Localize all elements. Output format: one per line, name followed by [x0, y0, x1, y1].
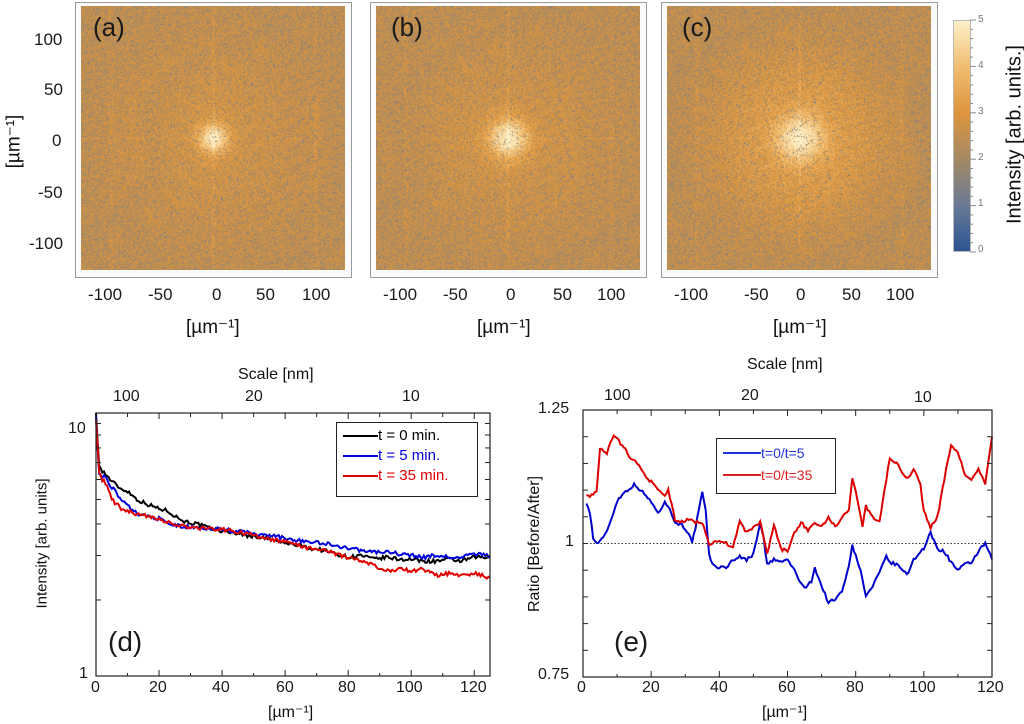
heatmap-b	[376, 6, 640, 270]
colorbar-tick-2: 2	[978, 152, 984, 163]
legend-swatch-black	[343, 434, 378, 437]
heatmap-a	[81, 6, 345, 270]
legend-label: t=0/t=35	[761, 467, 813, 483]
heatmap-x-tick: -50	[744, 285, 769, 304]
panel-label-a: (a)	[93, 12, 125, 42]
chart-e-legend: t=0/t=5 t=0/t=35	[716, 438, 836, 494]
colorbar-tick-3: 3	[978, 106, 984, 117]
chart-e-panel-label: (e)	[614, 626, 649, 657]
heatmap-y-tick: 50	[44, 80, 63, 99]
legend-swatch-blue	[343, 454, 378, 457]
chart-e-y-tick-1.25: 1.25	[538, 400, 570, 417]
chart-d-top-tick-10: 10	[402, 388, 420, 405]
chart-e-x-tick: 120	[977, 679, 1004, 696]
heatmap-x-tick: -100	[383, 285, 418, 304]
heatmap-x-tick: -100	[88, 285, 123, 304]
colorbar-label: Intensity [arb. units.]	[1003, 45, 1024, 224]
heatmap-x-tick: 100	[302, 285, 331, 304]
chart-e-top-tick-100: 100	[604, 387, 631, 404]
heatmap-y-tick: 100	[34, 30, 63, 49]
heatmap-x-tick: -100	[674, 285, 709, 304]
chart-e-x-tick: 40	[710, 679, 728, 696]
colorbar-gradient	[953, 20, 971, 252]
heatmap-x-tick: -50	[148, 285, 173, 304]
chart-d-top-axis-title: Scale [nm]	[238, 366, 314, 383]
heatmap-x-tick: 50	[842, 285, 861, 304]
heatmap-c-x-axis-label: [µm⁻¹]	[773, 317, 827, 338]
heatmap-x-tick: 50	[553, 285, 572, 304]
heatmap-x-tick: 100	[597, 285, 626, 304]
legend-item-ratio-5: t=0/t=5	[723, 445, 805, 461]
heatmap-y-tick: -100	[29, 234, 64, 253]
chart-d-x-tick: 80	[338, 679, 356, 696]
chart-e-y-axis-label: Ratio [Before/After]	[526, 475, 543, 613]
colorbar-tick-5: 5	[978, 14, 984, 25]
chart-d-y-axis-label: Intensity [arb. units]	[33, 478, 51, 609]
legend-label: t=0/t=5	[761, 445, 805, 461]
chart-d-x-tick: 0	[91, 679, 100, 696]
heatmap-y-axis-label: [µm⁻¹]	[3, 114, 25, 169]
chart-d-top-tick-100: 100	[113, 388, 140, 405]
chart-e-x-tick: 0	[577, 679, 586, 696]
heatmap-a-x-axis-label: [µm⁻¹]	[186, 317, 240, 338]
legend-swatch-red	[343, 474, 378, 477]
chart-e-x-tick: 20	[642, 679, 660, 696]
heatmap-y-tick: -50	[38, 183, 63, 202]
heatmap-x-tick: 0	[212, 285, 222, 304]
chart-e-x-tick: 100	[909, 679, 936, 696]
chart-e-x-tick: 80	[846, 679, 864, 696]
colorbar-tick-1: 1	[978, 198, 984, 209]
legend-label: t = 5 min.	[378, 447, 441, 464]
heatmap-x-tick: 0	[506, 285, 516, 304]
legend-label: t = 0 min.	[378, 427, 441, 444]
legend-label: t = 35 min.	[378, 467, 449, 484]
chart-d-x-tick: 20	[149, 679, 167, 696]
heatmap-c	[667, 6, 931, 270]
legend-item-t35: t = 35 min.	[343, 467, 448, 484]
chart-d-x-tick: 120	[460, 679, 487, 696]
chart-e-top-tick-10: 10	[914, 389, 932, 406]
panel-label-c: (c)	[682, 12, 713, 42]
heatmap-x-tick: 0	[796, 285, 806, 304]
chart-e-top-axis-title: Scale [nm]	[747, 356, 823, 373]
chart-d-x-tick: 40	[212, 679, 230, 696]
chart-d-panel-label: (d)	[108, 626, 143, 657]
heatmap-x-tick: -50	[443, 285, 468, 304]
chart-d-plot-frame	[95, 412, 491, 677]
chart-e-top-tick-20: 20	[741, 387, 759, 404]
heatmap-x-tick: 100	[886, 285, 915, 304]
chart-e-x-axis-label: [µm⁻¹]	[762, 704, 808, 721]
legend-item-ratio-35: t=0/t=35	[723, 467, 812, 483]
chart-e	[582, 409, 993, 678]
chart-d-x-tick: 60	[276, 679, 294, 696]
colorbar-tick-4: 4	[978, 60, 984, 71]
series-line-t-0-t-35	[586, 433, 993, 554]
legend-item-t5: t = 5 min.	[343, 447, 440, 464]
heatmap-b-x-axis-label: [µm⁻¹]	[477, 317, 531, 338]
chart-d-y-tick-10: 10	[68, 420, 86, 437]
series-line-t-0-t-5	[585, 481, 993, 605]
legend-swatch-blue	[723, 452, 761, 454]
chart-d	[95, 412, 491, 677]
heatmap-y-tick: 0	[52, 131, 62, 150]
chart-d-x-tick: 100	[396, 679, 423, 696]
series-line-t-35-min-	[95, 420, 491, 580]
legend-item-t0: t = 0 min.	[343, 427, 440, 444]
chart-e-y-tick-1: 1	[565, 533, 574, 550]
chart-d-x-axis-label: [µm⁻¹]	[268, 704, 314, 721]
colorbar-tick-0: 0	[978, 244, 984, 255]
chart-e-x-tick: 60	[778, 679, 796, 696]
panel-label-b: (b)	[391, 12, 423, 42]
colorbar-ticks	[970, 19, 976, 253]
chart-d-y-tick-1: 1	[79, 665, 88, 682]
chart-e-y-tick-0.75: 0.75	[538, 666, 570, 683]
legend-swatch-red	[723, 474, 761, 476]
chart-d-legend: t = 0 min. t = 5 min. t = 35 min.	[336, 422, 478, 497]
chart-d-top-tick-20: 20	[245, 388, 263, 405]
heatmap-x-tick: 50	[256, 285, 275, 304]
